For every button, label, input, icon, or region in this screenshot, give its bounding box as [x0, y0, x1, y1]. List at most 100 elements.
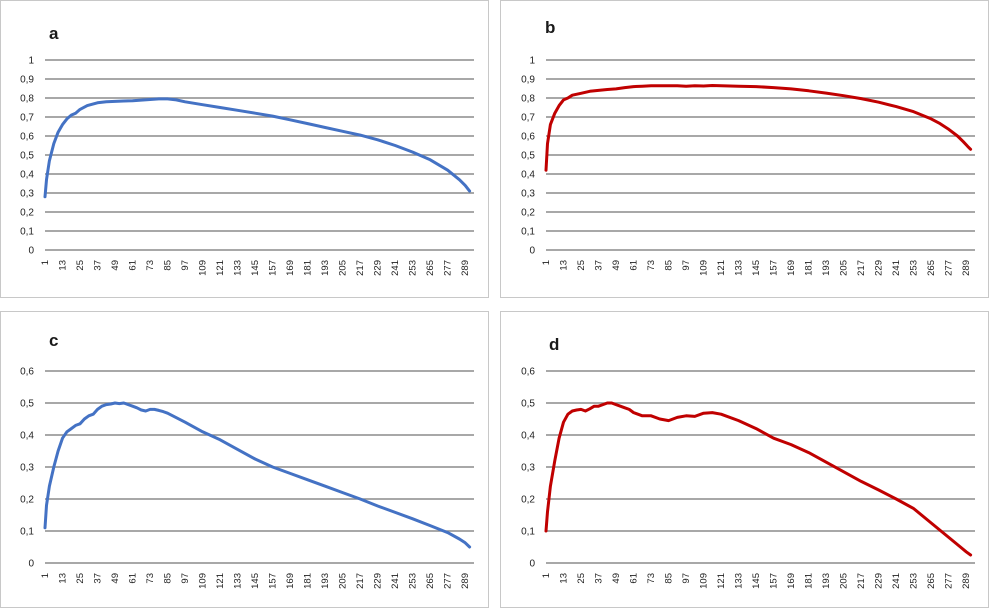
y-tick-label: 1 — [529, 56, 535, 67]
x-tick-label: 25 — [75, 573, 86, 584]
x-tick-label: 193 — [821, 260, 832, 276]
panel-label-a: a — [49, 24, 59, 43]
chart-a-svg: a 0 0,1 0,2 0,3 0,4 0,5 0,6 0,7 0,8 0,9 1 1 13 25 37 49 6… — [20, 24, 474, 276]
y-tick-label: 0,2 — [521, 208, 535, 219]
y-tick-label: 0,2 — [20, 495, 34, 506]
x-tick-label: 73 — [646, 260, 657, 271]
chart-panel-a: a 0 0,1 0,2 0,3 0,4 0,5 0,6 0,7 0,8 0,9 1 1 13 25 37 49 6… — [0, 0, 489, 298]
y-tick-label: 0,4 — [20, 170, 34, 181]
x-tick-label: 37 — [594, 260, 605, 271]
series-line-b — [544, 84, 973, 172]
x-tick-label: 37 — [93, 573, 104, 584]
x-tick-label: 289 — [961, 573, 972, 589]
x-tick-label: 181 — [303, 573, 314, 589]
x-tick-label: 277 — [944, 573, 955, 589]
x-tick-label: 253 — [408, 260, 419, 276]
y-tick-label: 0,3 — [521, 189, 535, 200]
x-tick-label: 277 — [443, 573, 454, 589]
x-tick-label: 205 — [338, 573, 349, 589]
x-tick-label: 73 — [646, 573, 657, 584]
series-line-d — [544, 401, 973, 557]
x-tick-label: 121 — [716, 260, 727, 276]
x-tick-label: 13 — [559, 260, 570, 271]
x-tick-label: 109 — [699, 573, 710, 589]
x-tick-label: 1 — [541, 260, 552, 265]
y-tick-label: 0,4 — [521, 431, 535, 442]
x-tick-label: 229 — [874, 260, 885, 276]
x-tick-label: 37 — [93, 260, 104, 271]
series-line-c — [43, 401, 472, 549]
y-tick-label: 0,7 — [20, 113, 34, 124]
x-tick-label: 109 — [198, 260, 209, 276]
x-tick-label: 265 — [425, 573, 436, 589]
x-tick-label: 217 — [355, 573, 366, 589]
x-tick-label: 217 — [856, 260, 867, 276]
y-tick-label: 0,1 — [521, 527, 535, 538]
y-tick-label: 0,5 — [521, 399, 535, 410]
x-tick-label: 229 — [373, 260, 384, 276]
x-tick-label: 145 — [751, 260, 762, 276]
x-tick-label: 265 — [926, 573, 937, 589]
y-tick-label: 0,9 — [20, 75, 34, 86]
x-tick-label: 217 — [856, 573, 867, 589]
y-tick-label: 0,4 — [521, 170, 535, 181]
x-tick-label: 205 — [839, 260, 850, 276]
x-tick-label: 49 — [110, 573, 121, 584]
x-tick-label: 25 — [75, 260, 86, 271]
x-tick-label: 85 — [664, 260, 675, 271]
panel-label-c: c — [49, 331, 58, 350]
x-tick-label: 193 — [821, 573, 832, 589]
x-tick-label: 25 — [576, 260, 587, 271]
x-tick-label: 85 — [664, 573, 675, 584]
y-tick-label: 0 — [28, 246, 34, 257]
x-tick-label: 241 — [390, 260, 401, 276]
x-tick-label: 121 — [716, 573, 727, 589]
x-tick-label: 241 — [891, 573, 902, 589]
x-tick-label: 13 — [58, 573, 69, 584]
x-tick-label: 133 — [734, 573, 745, 589]
x-tick-label: 157 — [769, 573, 780, 589]
chart-b-svg: b 0 0,1 0,2 0,3 0,4 0,5 0,6 0,7 0,8 0,9 1 1 13 25 37 49 6… — [521, 18, 975, 276]
y-tick-label: 0,2 — [20, 208, 34, 219]
x-tick-label: 37 — [594, 573, 605, 584]
x-tick-label: 289 — [460, 573, 471, 589]
x-tick-label: 229 — [373, 573, 384, 589]
y-tick-label: 0,5 — [20, 151, 34, 162]
y-tick-label: 0 — [529, 246, 535, 257]
y-tick-label: 0,7 — [521, 113, 535, 124]
x-tick-label: 241 — [891, 260, 902, 276]
x-tick-label: 61 — [629, 260, 640, 271]
y-tick-label: 0,5 — [20, 399, 34, 410]
y-tick-label: 0,3 — [521, 463, 535, 474]
x-tick-label: 205 — [839, 573, 850, 589]
y-tick-label: 0,6 — [20, 367, 34, 378]
x-tick-label: 265 — [425, 260, 436, 276]
x-tick-label: 1 — [40, 573, 51, 578]
series-line-a — [43, 97, 472, 199]
x-tick-label: 121 — [215, 260, 226, 276]
x-tick-label: 193 — [320, 260, 331, 276]
x-tick-label: 193 — [320, 573, 331, 589]
y-tick-label: 0,9 — [521, 75, 535, 86]
x-tick-label: 133 — [734, 260, 745, 276]
y-tick-label: 0,1 — [20, 527, 34, 538]
y-tick-label: 0,4 — [20, 431, 34, 442]
x-tick-label: 157 — [268, 260, 279, 276]
y-tick-label: 0,6 — [521, 132, 535, 143]
y-tick-label: 0,8 — [521, 94, 535, 105]
x-tick-label: 277 — [944, 260, 955, 276]
x-tick-label: 289 — [460, 260, 471, 276]
x-tick-label: 157 — [268, 573, 279, 589]
x-tick-label: 253 — [408, 573, 419, 589]
x-tick-label: 253 — [909, 573, 920, 589]
x-tick-label: 61 — [629, 573, 640, 584]
chart-panel-c: c 0 0,1 0,2 0,3 0,4 0,5 0,6 1 13 25 37 49 61 73 85 97 109… — [0, 311, 489, 608]
panel-label-b: b — [545, 18, 555, 37]
x-tick-label: 121 — [215, 573, 226, 589]
x-tick-label: 217 — [355, 260, 366, 276]
x-tick-label: 289 — [961, 260, 972, 276]
y-tick-label: 0,8 — [20, 94, 34, 105]
x-tick-label: 97 — [681, 260, 692, 271]
x-tick-label: 181 — [804, 260, 815, 276]
x-tick-label: 1 — [541, 573, 552, 578]
